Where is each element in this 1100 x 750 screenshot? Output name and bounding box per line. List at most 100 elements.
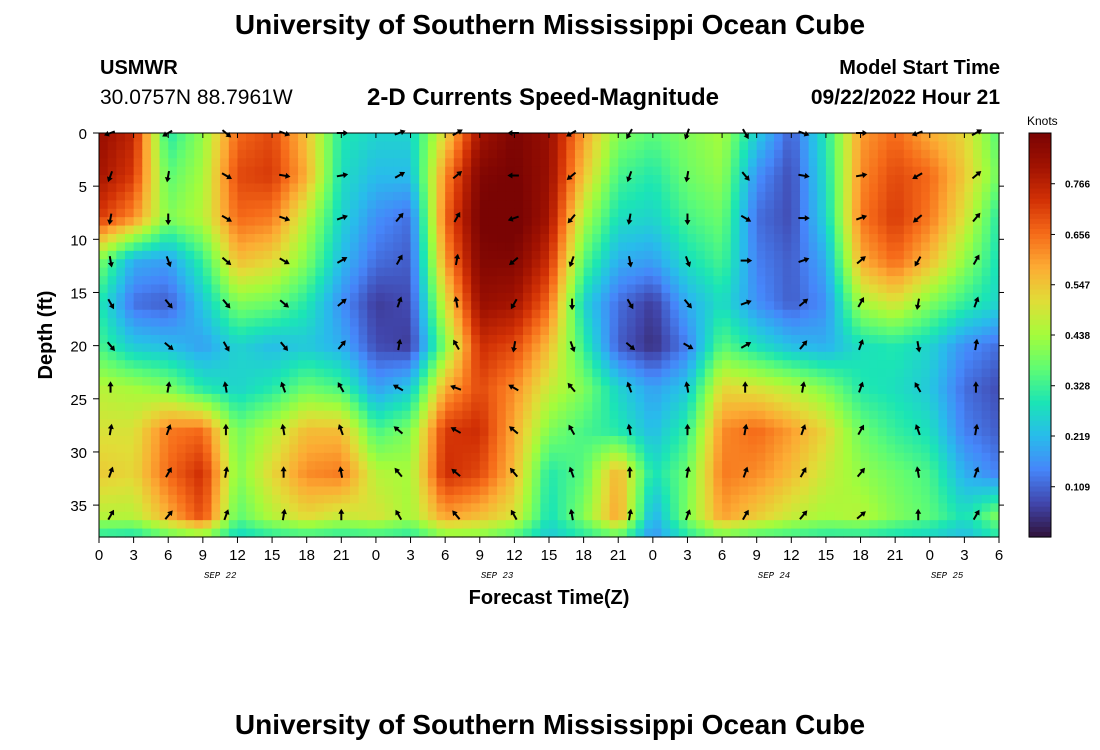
- heatmap-cell: [782, 225, 792, 235]
- heatmap-cell: [704, 444, 715, 454]
- heatmap-cell: [549, 494, 559, 504]
- heatmap-cell: [298, 318, 308, 328]
- heatmap-cell: [289, 242, 299, 252]
- heatmap-cell: [644, 351, 654, 361]
- heatmap-cell: [185, 166, 195, 176]
- heatmap-cell: [107, 292, 117, 302]
- heatmap-cell: [523, 183, 533, 193]
- heatmap-cell: [462, 335, 472, 345]
- heatmap-cell: [263, 200, 273, 210]
- heatmap-cell: [453, 385, 464, 395]
- heatmap-cell: [817, 503, 827, 513]
- heatmap-cell: [600, 351, 611, 361]
- heatmap-cell: [756, 217, 766, 227]
- heatmap-cell: [652, 402, 663, 412]
- heatmap-cell: [903, 276, 914, 286]
- heatmap-cell: [168, 242, 178, 252]
- heatmap-cell: [765, 335, 775, 345]
- heatmap-cell: [531, 368, 541, 378]
- heatmap-cell: [254, 191, 265, 201]
- heatmap-cell: [393, 335, 403, 345]
- heatmap-cell: [609, 343, 619, 353]
- heatmap-cell: [367, 149, 377, 159]
- heatmap-cell: [895, 377, 905, 387]
- heatmap-cell: [895, 511, 905, 521]
- heatmap-cell: [497, 191, 507, 201]
- heatmap-cell: [384, 259, 394, 269]
- heatmap-cell: [609, 225, 619, 235]
- heatmap-cell: [713, 503, 723, 513]
- heatmap-cell: [263, 410, 273, 420]
- heatmap-cell: [488, 326, 498, 336]
- heatmap-cell: [185, 217, 195, 227]
- heatmap-cell: [834, 486, 844, 496]
- heatmap-cell: [228, 133, 239, 143]
- heatmap-cell: [289, 259, 299, 269]
- heatmap-cell: [799, 191, 810, 201]
- heatmap-cell: [808, 427, 818, 437]
- heatmap-cell: [488, 427, 498, 437]
- heatmap-cell: [973, 217, 983, 227]
- heatmap-cell: [410, 436, 420, 446]
- heatmap-cell: [713, 133, 723, 143]
- heatmap-cell: [168, 267, 178, 277]
- heatmap-cell: [150, 351, 161, 361]
- heatmap-cell: [886, 259, 896, 269]
- heatmap-cell: [912, 402, 922, 412]
- heatmap-cell: [220, 158, 230, 168]
- heatmap-cell: [791, 234, 801, 244]
- heatmap-cell: [765, 486, 775, 496]
- heatmap-cell: [315, 242, 325, 252]
- heatmap-cell: [843, 494, 853, 504]
- heatmap-cell: [652, 360, 663, 370]
- heatmap-cell: [116, 402, 126, 412]
- heatmap-cell: [107, 284, 117, 294]
- heatmap-cell: [228, 377, 239, 387]
- heatmap-cell: [375, 494, 386, 504]
- heatmap-cell: [237, 351, 247, 361]
- heatmap-cell: [427, 520, 438, 530]
- heatmap-cell: [298, 436, 308, 446]
- heatmap-cell: [358, 503, 368, 513]
- heatmap-cell: [168, 520, 178, 530]
- heatmap-cell: [514, 494, 524, 504]
- heatmap-cell: [341, 469, 351, 479]
- heatmap-cell: [817, 133, 827, 143]
- heatmap-cell: [817, 166, 827, 176]
- heatmap-cell: [644, 478, 654, 488]
- heatmap-cell: [384, 234, 394, 244]
- heatmap-cell: [678, 284, 689, 294]
- heatmap-cell: [834, 427, 844, 437]
- heatmap-cell: [834, 469, 844, 479]
- heatmap-cell: [912, 461, 922, 471]
- heatmap-cell: [393, 385, 403, 395]
- heatmap-cell: [349, 368, 360, 378]
- heatmap-cell: [298, 419, 308, 429]
- heatmap-cell: [696, 427, 706, 437]
- heatmap-cell: [272, 301, 282, 311]
- heatmap-cell: [531, 208, 541, 218]
- heatmap-cell: [505, 436, 515, 446]
- heatmap-cell: [912, 360, 922, 370]
- heatmap-cell: [228, 200, 239, 210]
- heatmap-cell: [202, 444, 213, 454]
- heatmap-cell: [825, 309, 836, 319]
- heatmap-cell: [713, 259, 723, 269]
- heatmap-cell: [791, 318, 801, 328]
- heatmap-cell: [808, 284, 818, 294]
- heatmap-cell: [375, 343, 386, 353]
- heatmap-cell: [549, 461, 559, 471]
- heatmap-cell: [341, 301, 351, 311]
- heatmap-cell: [981, 335, 991, 345]
- heatmap-cell: [332, 217, 342, 227]
- heatmap-cell: [150, 158, 161, 168]
- heatmap-cell: [834, 410, 844, 420]
- heatmap-cell: [964, 452, 974, 462]
- heatmap-cell: [756, 368, 766, 378]
- heatmap-cell: [324, 478, 334, 488]
- heatmap-cell: [410, 318, 420, 328]
- heatmap-cell: [272, 234, 282, 244]
- heatmap-cell: [124, 133, 135, 143]
- heatmap-cell: [652, 461, 663, 471]
- heatmap-cell: [254, 301, 265, 311]
